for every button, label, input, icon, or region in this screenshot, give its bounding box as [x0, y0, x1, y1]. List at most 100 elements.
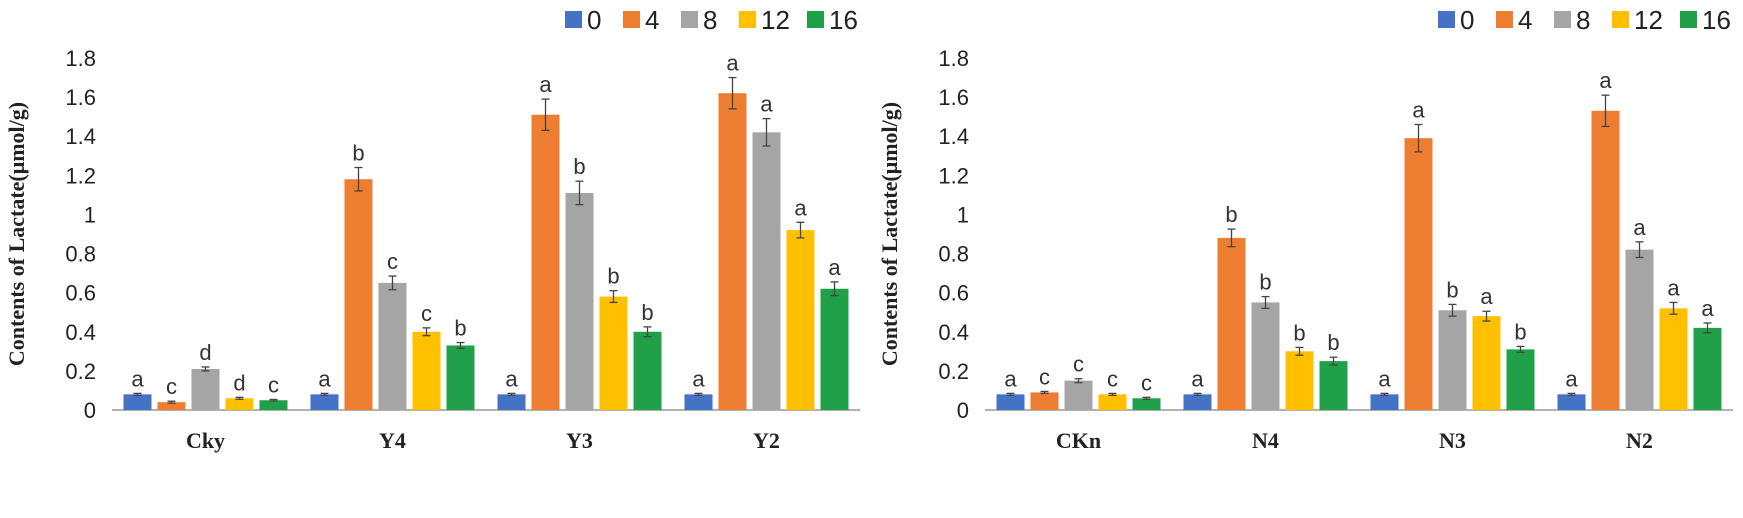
- significance-letter: c: [1141, 370, 1152, 395]
- legend-swatch-16: [1680, 11, 1697, 28]
- bar-8-Cky: [191, 368, 220, 410]
- bar-12-CKn: [1098, 394, 1127, 410]
- significance-letter: a: [1633, 215, 1646, 240]
- significance-letter: b: [607, 264, 619, 289]
- y-tick-label: 0.8: [65, 242, 96, 267]
- category-label: N3: [1439, 428, 1466, 453]
- bar-4-Y2: [718, 93, 747, 410]
- category-label: Cky: [186, 428, 225, 453]
- y-axis-label: Contents of Lactate(μmol/g): [4, 102, 29, 366]
- significance-letter: a: [1191, 366, 1204, 391]
- legend-label: 8: [1576, 5, 1590, 35]
- y-tick-label: 1.2: [65, 163, 96, 188]
- y-tick-label: 1: [957, 202, 969, 227]
- bar-16-Y4: [446, 345, 475, 410]
- bar-16-N4: [1319, 361, 1348, 410]
- legend-label: 0: [1460, 5, 1474, 35]
- y-tick-label: 1.4: [938, 124, 969, 149]
- legend-label: 16: [829, 5, 858, 35]
- legend-label: 12: [761, 5, 790, 35]
- y-tick-label: 1.8: [938, 46, 969, 71]
- legend-label: 12: [1634, 5, 1663, 35]
- legend-label: 4: [1518, 5, 1532, 35]
- y-tick-label: 1: [84, 202, 96, 227]
- significance-letter: a: [828, 255, 841, 280]
- significance-letter: a: [1599, 68, 1612, 93]
- bar-0-N3: [1370, 394, 1399, 410]
- legend-swatch-8: [1554, 11, 1571, 28]
- y-tick-label: 0.6: [938, 281, 969, 306]
- category-label: Y2: [753, 428, 780, 453]
- legend-swatch-8: [681, 11, 698, 28]
- bar-0-Cky: [123, 394, 152, 410]
- bar-12-Cky: [225, 398, 254, 410]
- significance-letter: a: [760, 92, 773, 117]
- significance-letter: a: [1565, 366, 1578, 391]
- bar-16-Y2: [820, 288, 849, 410]
- significance-letter: c: [1073, 352, 1084, 377]
- significance-letter: b: [1446, 277, 1458, 302]
- y-tick-label: 0: [957, 398, 969, 423]
- legend-label: 0: [587, 5, 601, 35]
- bar-4-N4: [1217, 237, 1246, 410]
- significance-letter: a: [1004, 366, 1017, 391]
- significance-letter: b: [1293, 320, 1305, 345]
- significance-letter: b: [352, 141, 364, 166]
- significance-letter: a: [692, 366, 705, 391]
- legend-swatch-0: [565, 11, 582, 28]
- lactate-bar-chart-n: Contents of Lactate(μmol/g) 0 0.2 0.4 0.6 0.8…: [877, 5, 1733, 453]
- significance-letter: b: [454, 316, 466, 341]
- significance-letter: d: [233, 370, 245, 395]
- bar-8-Y3: [565, 192, 594, 410]
- bar-8-Y4: [378, 282, 407, 410]
- y-tick-label: 0.2: [65, 359, 96, 384]
- category-label: N2: [1626, 428, 1653, 453]
- bar-4-N3: [1404, 138, 1433, 410]
- legend-label: 16: [1702, 5, 1731, 35]
- bar-8-N4: [1251, 302, 1280, 410]
- bar-12-Y2: [786, 230, 815, 410]
- significance-letter: c: [268, 372, 279, 397]
- significance-letter: a: [1480, 284, 1493, 309]
- significance-letter: a: [131, 366, 144, 391]
- legend-swatch-4: [623, 11, 640, 28]
- bar-4-Cky: [157, 402, 186, 410]
- bar-4-Y4: [344, 179, 373, 410]
- bar-4-CKn: [1030, 392, 1059, 410]
- y-tick-label: 0.8: [938, 242, 969, 267]
- legend-label: 8: [703, 5, 717, 35]
- significance-letter: c: [1107, 366, 1118, 391]
- legend-swatch-4: [1496, 11, 1513, 28]
- bar-12-Y4: [412, 331, 441, 410]
- bar-16-Cky: [259, 400, 288, 410]
- y-tick-label: 0.2: [938, 359, 969, 384]
- y-tick-label: 1.2: [938, 163, 969, 188]
- significance-letter: a: [1667, 275, 1680, 300]
- legend-swatch-16: [807, 11, 824, 28]
- chart-panel-right: Contents of Lactate(μmol/g) 0 0.2 0.4 0.6 0.8…: [873, 0, 1743, 518]
- significance-letter: c: [166, 374, 177, 399]
- category-label: Y4: [379, 428, 406, 453]
- y-tick-label: 1.6: [938, 85, 969, 110]
- bar-8-Y2: [752, 132, 781, 411]
- y-tick-label: 1.6: [65, 85, 96, 110]
- significance-letter: a: [318, 366, 331, 391]
- bar-0-N2: [1557, 394, 1586, 410]
- bar-12-Y3: [599, 296, 628, 410]
- significance-letter: a: [726, 51, 739, 76]
- bar-16-CKn: [1132, 398, 1161, 410]
- significance-letter: b: [641, 300, 653, 325]
- significance-letter: a: [539, 72, 552, 97]
- bar-8-CKn: [1064, 380, 1093, 410]
- bar-0-N4: [1183, 394, 1212, 410]
- significance-letter: c: [1039, 364, 1050, 389]
- significance-letter: a: [794, 195, 807, 220]
- category-label: Y3: [566, 428, 593, 453]
- bar-4-N2: [1591, 110, 1620, 411]
- category-label: N4: [1252, 428, 1279, 453]
- significance-letter: a: [505, 366, 518, 391]
- bar-12-N3: [1472, 316, 1501, 410]
- bar-0-Y4: [310, 394, 339, 410]
- significance-letter: d: [199, 340, 211, 365]
- y-tick-label: 0.4: [65, 320, 96, 345]
